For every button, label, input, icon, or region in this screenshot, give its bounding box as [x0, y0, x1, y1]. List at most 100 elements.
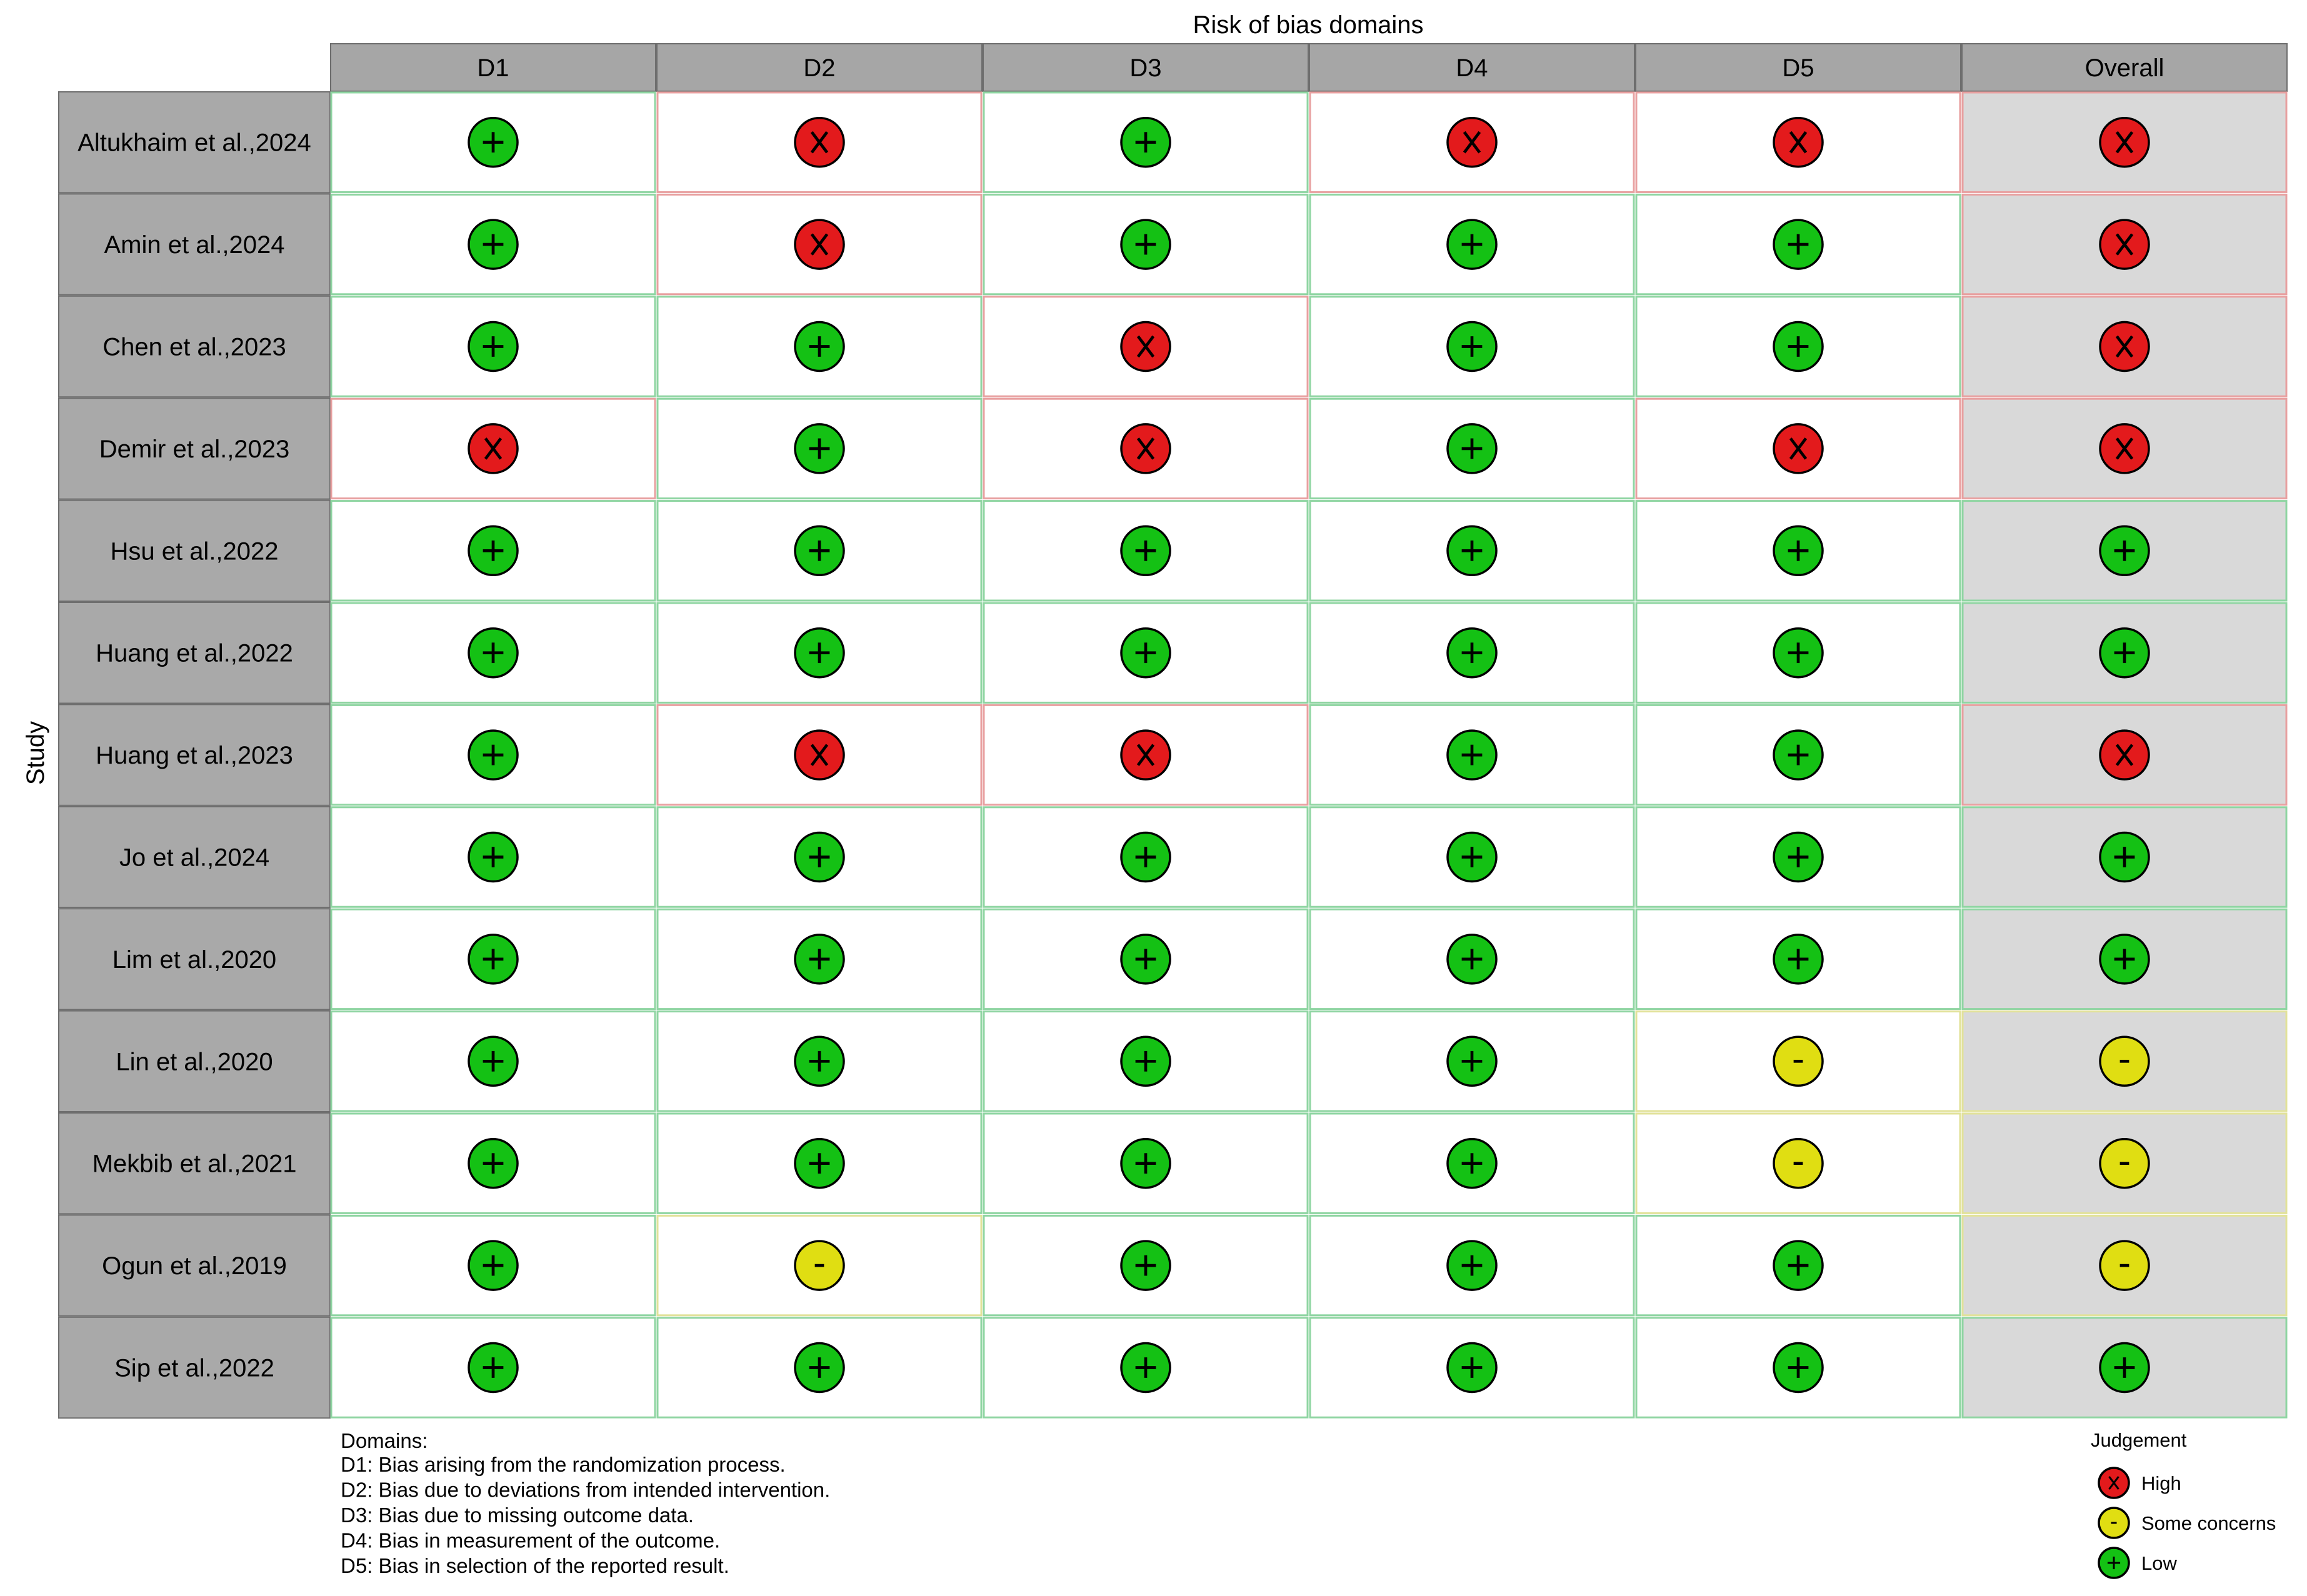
column-header-d1: D1	[330, 43, 656, 92]
judgement-legend: Judgement High Some concerns Low	[2091, 1429, 2276, 1579]
study-row-label: Mekbib et al.,2021	[58, 1112, 331, 1215]
cell-low	[330, 296, 656, 397]
study-label: Jo et al.,2024	[119, 844, 269, 872]
column-headers: D1 D2 D3 D4 D5 Overall	[330, 43, 2288, 92]
cell-low	[656, 1010, 983, 1112]
cell-high	[983, 704, 1309, 806]
cell-high	[656, 193, 983, 296]
judgement-symbol-low	[794, 1342, 845, 1394]
study-label: Huang et al.,2022	[96, 640, 293, 667]
column-header-label: Overall	[2085, 54, 2164, 82]
study-row-label: Altukhaim et al.,2024	[58, 91, 331, 194]
judgement-symbol-low	[468, 729, 519, 781]
domain-description: D3: Bias due to missing outcome data.	[341, 1504, 694, 1527]
judgement-symbol-low	[2099, 525, 2150, 577]
cell-low	[1635, 500, 1961, 602]
cell-low	[1309, 908, 1635, 1010]
column-header-d2: D2	[656, 43, 983, 92]
cell-low	[1309, 602, 1635, 704]
domains-heading: Domains:	[341, 1429, 428, 1452]
judgement-symbol-high	[1120, 423, 1171, 474]
cell-low	[1961, 602, 2288, 704]
judgement-symbol-high	[1446, 116, 1498, 168]
domain-description: D4: Bias in measurement of the outcome.	[341, 1529, 720, 1552]
legend-label: Low	[2141, 1552, 2177, 1574]
column-header-label: D4	[1456, 54, 1488, 82]
judgement-symbol-low	[468, 321, 519, 372]
cell-low	[983, 1112, 1309, 1214]
judgement-symbol-low	[1446, 423, 1498, 474]
cell-low	[983, 806, 1309, 908]
cell-low	[330, 91, 656, 193]
judgement-symbol-high	[2099, 423, 2150, 474]
study-row-label: Lim et al.,2020	[58, 908, 331, 1010]
judgement-symbol-some	[2099, 1240, 2150, 1291]
cell-low	[1635, 704, 1961, 806]
cell-low	[1961, 908, 2288, 1010]
judgement-symbol-low	[1446, 1342, 1498, 1394]
column-header-label: D3	[1129, 54, 1161, 82]
cell-high	[656, 91, 983, 193]
judgement-symbol-low	[1773, 831, 1824, 883]
judgement-symbol-low	[1446, 1137, 1498, 1189]
cell-low	[656, 397, 983, 500]
domains-note: Domains: D1: Bias arising from the rando…	[341, 1429, 830, 1577]
legend-item-high: High	[2098, 1467, 2181, 1499]
judgement-symbol-low	[468, 934, 519, 985]
judgement-symbol-low	[794, 934, 845, 985]
cell-some	[1961, 1214, 2288, 1317]
cell-low	[1309, 1317, 1635, 1419]
cell-high	[1961, 91, 2288, 193]
cell-low	[1309, 1010, 1635, 1112]
judgement-symbol-low	[468, 1137, 519, 1189]
judgement-cells	[330, 91, 2288, 1419]
judgement-symbol-low	[1773, 219, 1824, 270]
judgement-symbol-low	[1120, 934, 1171, 985]
judgement-symbol-low	[468, 1035, 519, 1087]
domain-description: D2: Bias due to deviations from intended…	[341, 1479, 830, 1502]
study-labels: Altukhaim et al.,2024 Amin et al.,2024 Che…	[58, 91, 331, 1419]
cell-low	[330, 1317, 656, 1419]
cell-low	[1309, 296, 1635, 397]
judgement-symbol-low	[1446, 1240, 1498, 1291]
cell-low	[330, 1112, 656, 1214]
judgement-symbol-high	[794, 116, 845, 168]
cell-low	[1635, 602, 1961, 704]
judgement-symbol-low	[1773, 525, 1824, 577]
cell-low	[1309, 397, 1635, 500]
domain-description: D5: Bias in selection of the reported re…	[341, 1554, 729, 1577]
judgement-symbol-low	[1120, 627, 1171, 679]
cell-low	[656, 908, 983, 1010]
judgement-symbol-some	[1773, 1035, 1824, 1087]
judgement-symbol-high	[1773, 423, 1824, 474]
cell-high	[983, 397, 1309, 500]
study-row-label: Hsu et al.,2022	[58, 499, 331, 602]
cell-high	[330, 397, 656, 500]
study-row-label: Huang et al.,2023	[58, 704, 331, 806]
judgement-symbol-low	[1120, 219, 1171, 270]
judgement-symbol-low	[1446, 934, 1498, 985]
judgement-symbol-low	[1120, 525, 1171, 577]
cell-high	[1961, 704, 2288, 806]
study-label: Amin et al.,2024	[104, 231, 284, 259]
study-label: Sip et al.,2022	[114, 1355, 274, 1382]
judgement-symbol-low	[794, 1035, 845, 1087]
legend-item-low: Low	[2098, 1547, 2177, 1579]
study-row-label: Chen et al.,2023	[58, 295, 331, 398]
cell-low	[983, 602, 1309, 704]
judgement-symbol-low	[468, 1240, 519, 1291]
judgement-symbol-low	[468, 525, 519, 577]
column-header-d4: D4	[1309, 43, 1635, 92]
judgement-symbol-low	[1120, 116, 1171, 168]
cell-low	[656, 602, 983, 704]
cell-high	[1309, 91, 1635, 193]
cell-low	[1961, 806, 2288, 908]
judgement-symbol-low	[1446, 831, 1498, 883]
judgement-symbol-low	[1446, 729, 1498, 781]
cell-low	[1961, 500, 2288, 602]
cell-low	[1309, 806, 1635, 908]
judgement-symbol-low	[468, 627, 519, 679]
judgement-symbol-low	[1773, 1240, 1824, 1291]
judgement-symbol-low	[1120, 1035, 1171, 1087]
cell-low	[1961, 1317, 2288, 1419]
